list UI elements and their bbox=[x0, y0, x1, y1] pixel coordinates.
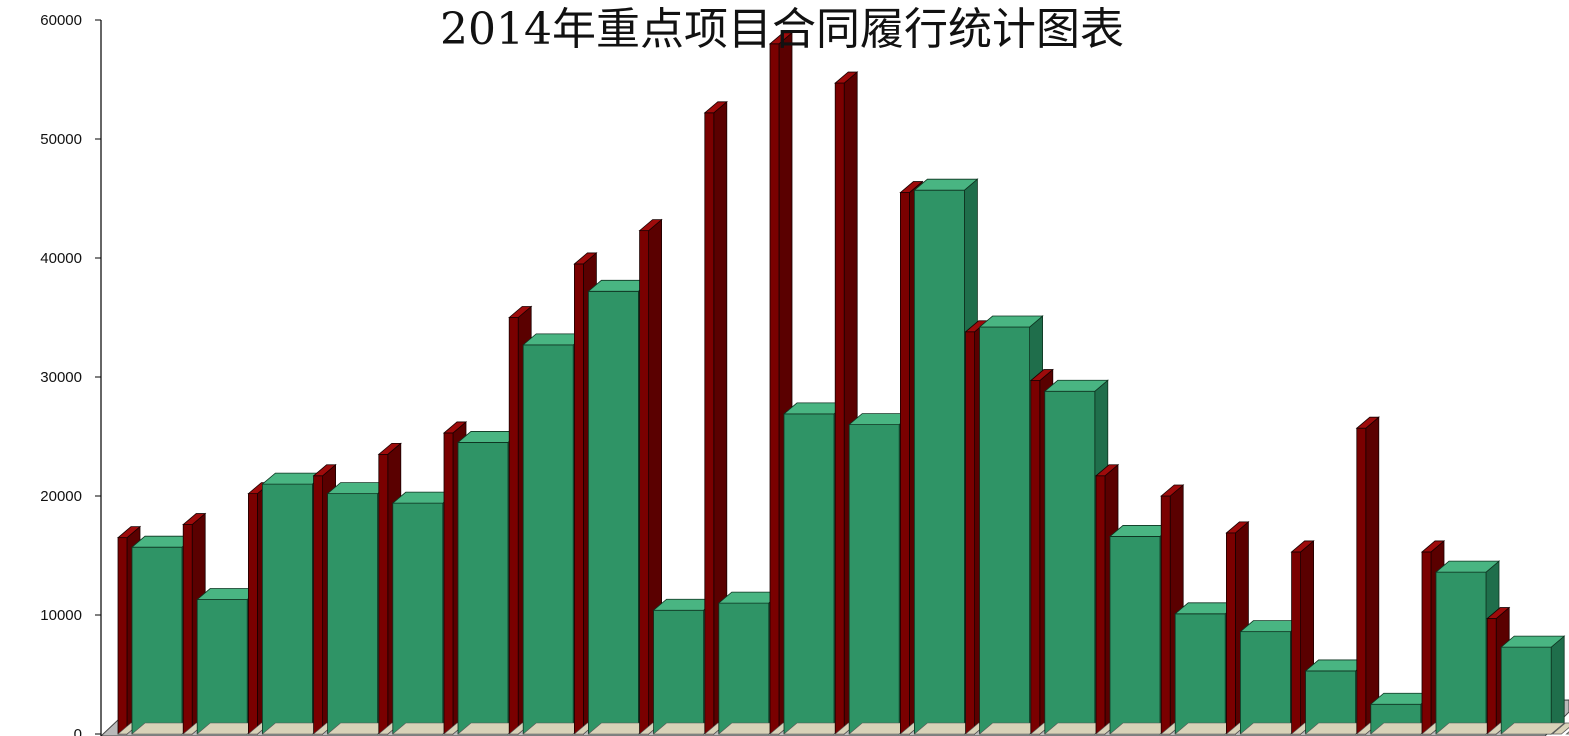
bar-front bbox=[327, 493, 379, 735]
bar bbox=[1500, 635, 1566, 735]
bar-top bbox=[573, 252, 598, 265]
bar-top bbox=[1420, 540, 1446, 553]
bar-top bbox=[638, 219, 663, 232]
bar-front bbox=[508, 317, 519, 735]
bar-top bbox=[312, 464, 337, 477]
bar-top bbox=[1290, 540, 1315, 553]
bar-top bbox=[899, 181, 924, 193]
bar bbox=[587, 279, 653, 735]
bar-front bbox=[378, 453, 389, 735]
bar-group bbox=[899, 178, 979, 735]
bar-top bbox=[508, 306, 533, 318]
bar-groups bbox=[116, 31, 1569, 735]
bar-group bbox=[182, 512, 262, 735]
bar-front bbox=[1174, 613, 1226, 735]
bar-front bbox=[182, 524, 193, 735]
bar-front bbox=[704, 112, 715, 735]
bar-front bbox=[653, 609, 704, 735]
bar-front bbox=[1356, 427, 1367, 735]
bar-top bbox=[1094, 464, 1120, 477]
bar-front bbox=[900, 192, 910, 735]
bar-front bbox=[1486, 618, 1497, 735]
bar-front bbox=[588, 290, 639, 735]
bar-top bbox=[1029, 369, 1054, 381]
bar-front bbox=[1095, 475, 1106, 735]
bar-front bbox=[313, 475, 324, 735]
bar-top bbox=[1434, 560, 1501, 573]
bar-front bbox=[1240, 631, 1291, 735]
y-tick-label: 10000 bbox=[40, 607, 82, 624]
bar-front bbox=[1421, 551, 1432, 735]
bar-base bbox=[1500, 722, 1566, 735]
bar-front bbox=[574, 263, 584, 735]
bar-front bbox=[783, 413, 835, 735]
bar-group bbox=[1160, 484, 1240, 735]
bar-front bbox=[1109, 536, 1161, 735]
y-axis-ticks: 0 10000 20000 30000 40000 50000 60000 bbox=[40, 12, 101, 736]
y-tick-label: 30000 bbox=[40, 369, 82, 386]
bar-top bbox=[182, 513, 207, 525]
bar-top bbox=[116, 526, 142, 539]
bar-top bbox=[1160, 484, 1185, 497]
bar-front bbox=[965, 331, 975, 735]
bar-front bbox=[834, 82, 845, 735]
bar-front bbox=[261, 483, 313, 735]
bar-top bbox=[913, 178, 979, 191]
bar-front bbox=[457, 442, 509, 735]
bar-group bbox=[573, 252, 653, 735]
bar-front bbox=[1160, 495, 1171, 735]
bar-front bbox=[1435, 571, 1487, 735]
bar-base bbox=[1565, 731, 1569, 735]
bar-front bbox=[639, 230, 649, 735]
bar-base bbox=[1551, 722, 1569, 735]
bar-front bbox=[1044, 390, 1096, 735]
y-tick-label: 0 bbox=[74, 726, 82, 736]
bar-top bbox=[1043, 379, 1109, 392]
bar-front bbox=[443, 432, 454, 735]
bar bbox=[1565, 731, 1569, 735]
bar-front bbox=[914, 189, 965, 735]
bar-front bbox=[848, 424, 900, 735]
bar-group bbox=[508, 305, 588, 735]
bar bbox=[1355, 416, 1380, 735]
bar-front bbox=[1291, 551, 1301, 735]
bar-top bbox=[1355, 416, 1380, 429]
bar-top bbox=[768, 32, 794, 45]
bar-front bbox=[196, 599, 248, 735]
bar-front bbox=[1500, 646, 1552, 735]
bar-front bbox=[522, 344, 574, 735]
y-tick-label: 60000 bbox=[40, 12, 82, 29]
bar-front bbox=[979, 326, 1030, 735]
bar-front bbox=[1226, 532, 1236, 735]
chart-title: 2014年重点项目合同履行统计图表 bbox=[440, 4, 1124, 55]
bar-group bbox=[1551, 722, 1569, 735]
bar-group bbox=[1486, 606, 1566, 735]
bar-top bbox=[1486, 607, 1511, 619]
bar-side bbox=[1550, 635, 1565, 735]
bar-front bbox=[117, 537, 128, 735]
bar-top bbox=[978, 315, 1044, 328]
y-tick-label: 20000 bbox=[40, 488, 82, 505]
y-tick-label: 50000 bbox=[40, 131, 82, 148]
bar bbox=[1551, 722, 1569, 735]
bar-front bbox=[247, 493, 258, 735]
bar-top bbox=[377, 442, 402, 455]
bar-group bbox=[834, 71, 914, 735]
bar-front bbox=[392, 502, 444, 735]
bar-top bbox=[1225, 521, 1250, 534]
bar-side bbox=[1365, 416, 1380, 735]
bar-front bbox=[1030, 380, 1041, 735]
bar-top bbox=[834, 71, 859, 84]
y-tick-label: 40000 bbox=[40, 250, 82, 267]
bar-top bbox=[1500, 635, 1566, 648]
bar-front bbox=[718, 602, 770, 735]
bar-front bbox=[769, 43, 780, 735]
bar-top bbox=[703, 101, 728, 114]
bar-front bbox=[131, 546, 183, 735]
bar-top bbox=[442, 421, 468, 434]
